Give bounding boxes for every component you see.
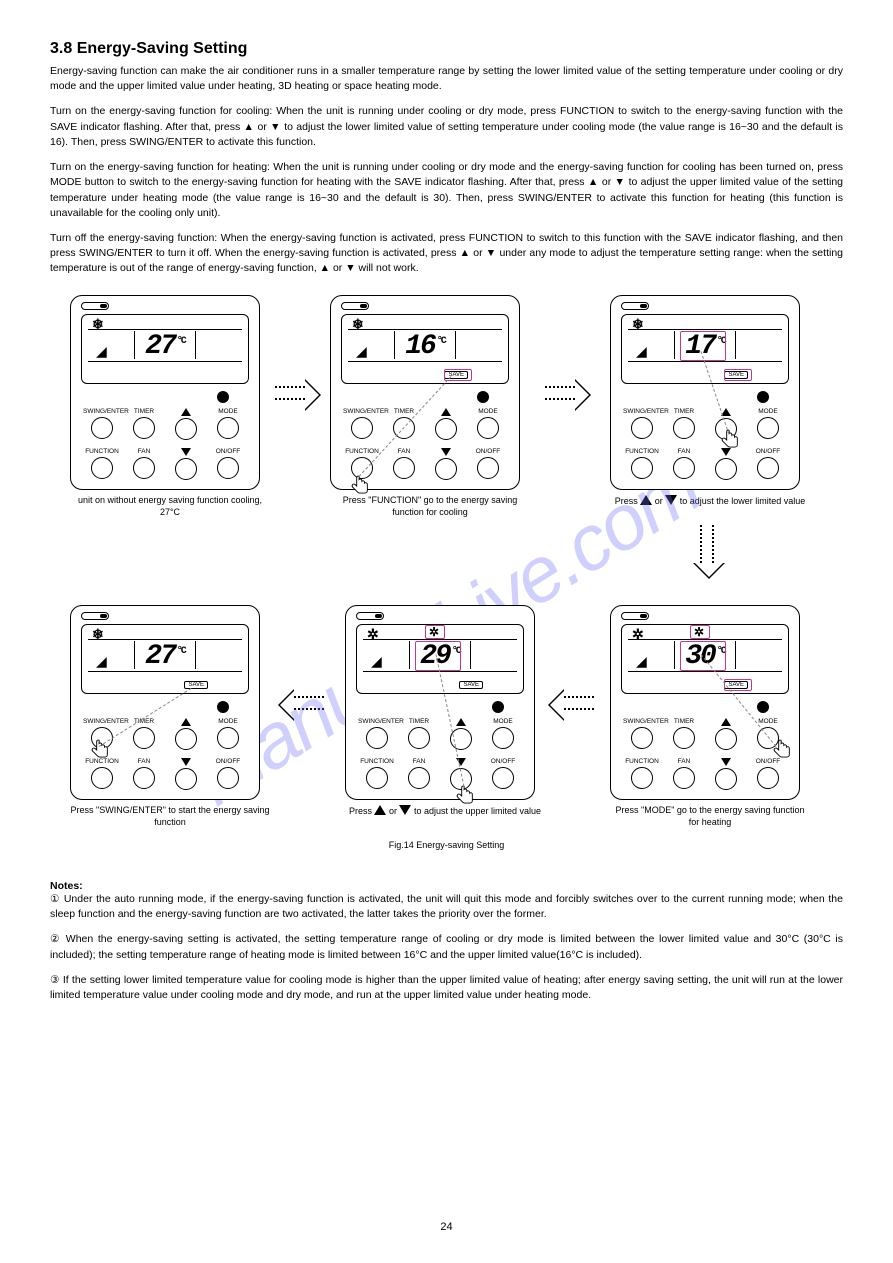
fan-button[interactable]: FAN [385, 448, 423, 480]
onoff-button[interactable]: ON/OFF [749, 448, 787, 480]
timer-button[interactable]: TIMER [400, 718, 438, 750]
function-button[interactable]: FUNCTION [343, 448, 381, 480]
lcd-screen: ✲ ✲ ◢ 29°C SAVE [356, 624, 524, 694]
lcd-screen: ❄ ◢ 27°C [81, 314, 249, 384]
caption-6: Press "SWING/ENTER" to start the energy … [70, 805, 270, 828]
mode-button[interactable]: MODE [209, 718, 247, 750]
step-on-text: Turn on the energy-saving function for c… [50, 105, 843, 147]
step-on2-text: Turn on the energy-saving function for h… [50, 161, 843, 219]
function-button[interactable]: FUNCTION [83, 448, 121, 480]
notes-block: Notes: ① Under the auto running mode, if… [50, 880, 843, 1013]
ir-sensor [757, 391, 769, 403]
section-heading: 3.8 Energy-Saving Setting [50, 40, 843, 58]
timer-button[interactable]: TIMER [125, 718, 163, 750]
ir-sensor [492, 701, 504, 713]
ir-sensor [477, 391, 489, 403]
lcd-screen: ❄ ◢ 16°C SAVE [341, 314, 509, 384]
down-button[interactable] [707, 448, 745, 480]
up-button[interactable] [167, 718, 205, 750]
save-indicator: SAVE [459, 681, 483, 689]
timer-button[interactable]: TIMER [665, 408, 703, 440]
up-button[interactable] [707, 718, 745, 750]
mode-button[interactable]: MODE [484, 718, 522, 750]
page-number: 24 [0, 1221, 893, 1233]
temperature-value: 16°C [342, 331, 508, 362]
notes-heading: Notes: [50, 880, 843, 892]
remote-panel-6: ❄ ◢ 27°C SAVE SWING/ENTER TIMER MODE FUN… [70, 605, 260, 800]
fan-button[interactable]: FAN [400, 758, 438, 790]
mode-button[interactable]: MODE [749, 718, 787, 750]
ir-sensor [217, 701, 229, 713]
up-button[interactable] [442, 718, 480, 750]
save-indicator: SAVE [184, 681, 208, 689]
onoff-button[interactable]: ON/OFF [484, 758, 522, 790]
intro-paragraph: Energy-saving function can make the air … [50, 64, 843, 94]
function-button[interactable]: FUNCTION [358, 758, 396, 790]
mode-button[interactable]: MODE [749, 408, 787, 440]
remote-panel-4: ✲ ✲ ◢ 30°C SAVE SWING/ENTER TIMER MODE F… [610, 605, 800, 800]
swing-enter-button[interactable]: SWING/ENTER [343, 408, 381, 440]
mode-button[interactable]: MODE [469, 408, 507, 440]
temperature-value: 27°C [82, 331, 248, 362]
onoff-button[interactable]: ON/OFF [749, 758, 787, 790]
caption-4: Press "MODE" go to the energy saving fun… [610, 805, 810, 828]
temperature-value: 27°C [82, 641, 248, 672]
down-button[interactable] [167, 758, 205, 790]
lcd-screen: ❄ ◢ 17°C SAVE [621, 314, 789, 384]
function-button[interactable]: FUNCTION [83, 758, 121, 790]
swing-enter-button[interactable]: SWING/ENTER [83, 408, 121, 440]
mode-button[interactable]: MODE [209, 408, 247, 440]
lcd-screen: ❄ ◢ 27°C SAVE [81, 624, 249, 694]
manual-page: 3.8 Energy-Saving Setting Energy-saving … [0, 0, 893, 1263]
remote-panel-5: ✲ ✲ ◢ 29°C SAVE SWING/ENTER TIMER MODE F… [345, 605, 535, 800]
swing-enter-button[interactable]: SWING/ENTER [358, 718, 396, 750]
up-button[interactable] [427, 408, 465, 440]
fan-button[interactable]: FAN [125, 448, 163, 480]
caption-1: unit on without energy saving function c… [70, 495, 270, 518]
down-button[interactable] [707, 758, 745, 790]
note-2: ② When the energy-saving setting is acti… [50, 932, 843, 962]
ir-sensor [757, 701, 769, 713]
step-on2-paragraph: Turn on the energy-saving function for h… [50, 160, 843, 221]
remote-panel-2: ❄ ◢ 16°C SAVE SWING/ENTER TIMER MODE FUN… [330, 295, 520, 490]
caption-5: Press or to adjust the upper limited val… [345, 805, 545, 818]
fan-button[interactable]: FAN [125, 758, 163, 790]
swing-enter-button[interactable]: SWING/ENTER [623, 718, 661, 750]
swing-enter-button[interactable]: SWING/ENTER [623, 408, 661, 440]
caption-3: Press or to adjust the lower limited val… [610, 495, 810, 508]
step-off-paragraph: Turn off the energy-saving function: Whe… [50, 231, 843, 277]
timer-button[interactable]: TIMER [125, 408, 163, 440]
remote-panel-1: ❄ ◢ 27°C SWING/ENTER TIMER MODE FUNCTION… [70, 295, 260, 490]
ir-sensor [217, 391, 229, 403]
note-1: ① Under the auto running mode, if the en… [50, 892, 843, 922]
onoff-button[interactable]: ON/OFF [209, 448, 247, 480]
step-off-text: Turn off the energy-saving function: Whe… [50, 232, 843, 274]
caption-2: Press "FUNCTION" go to the energy saving… [330, 495, 530, 518]
onoff-button[interactable]: ON/OFF [209, 758, 247, 790]
function-button[interactable]: FUNCTION [623, 758, 661, 790]
timer-button[interactable]: TIMER [665, 718, 703, 750]
step-on-paragraph: Turn on the energy-saving function for c… [50, 104, 843, 150]
down-button[interactable] [167, 448, 205, 480]
fan-button[interactable]: FAN [665, 758, 703, 790]
fan-button[interactable]: FAN [665, 448, 703, 480]
up-button[interactable] [167, 408, 205, 440]
note-3: ③ If the setting lower limited temperatu… [50, 973, 843, 1003]
figure-label: Fig.14 Energy-saving Setting [0, 840, 893, 852]
function-button[interactable]: FUNCTION [623, 448, 661, 480]
down-button[interactable] [427, 448, 465, 480]
onoff-button[interactable]: ON/OFF [469, 448, 507, 480]
remote-panel-3: ❄ ◢ 17°C SAVE SWING/ENTER TIMER MODE FUN… [610, 295, 800, 490]
